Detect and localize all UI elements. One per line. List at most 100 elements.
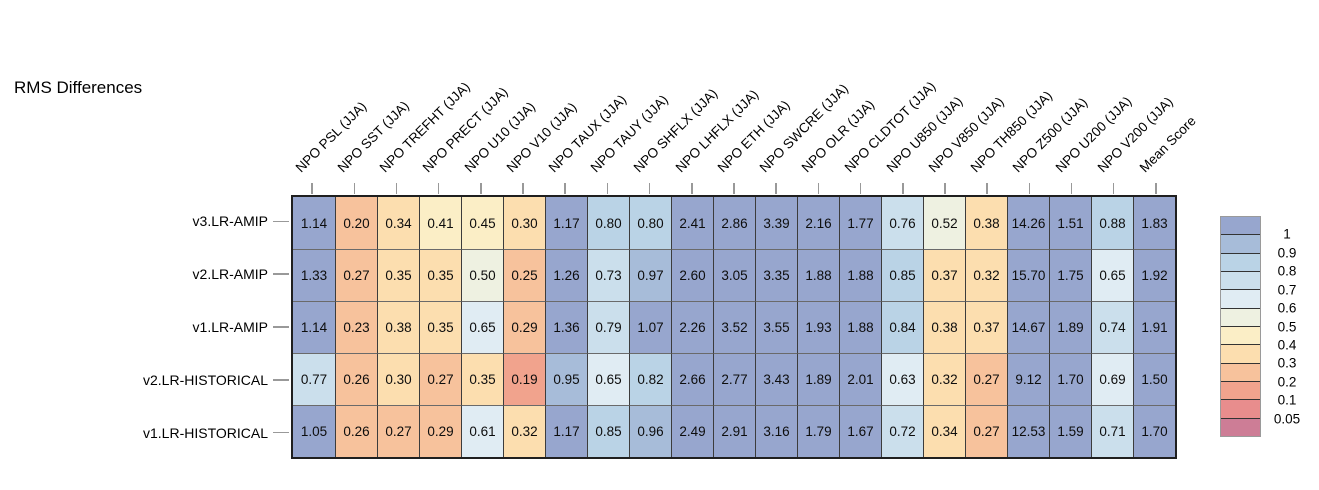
legend-label: 0.05	[1273, 411, 1301, 427]
legend-label: 0.1	[1277, 392, 1297, 408]
heatmap-cell: 1.88	[797, 249, 839, 301]
heatmap-cell: 0.77	[293, 353, 335, 405]
column-tick	[353, 183, 356, 194]
column-tick	[944, 183, 946, 194]
row-tick	[273, 379, 289, 381]
heatmap-cell: 1.59	[1049, 405, 1091, 457]
heatmap-cell: 1.05	[293, 405, 335, 457]
legend-segment	[1221, 344, 1260, 363]
heatmap-cell: 0.29	[503, 301, 545, 353]
heatmap-cell: 0.29	[419, 405, 461, 457]
heatmap-cell: 0.65	[461, 301, 503, 353]
heatmap-cell: 0.37	[965, 301, 1007, 353]
legend-label: 0.2	[1277, 374, 1297, 390]
legend-segment	[1221, 325, 1260, 345]
heatmap-cell: 3.35	[755, 249, 797, 301]
heatmap-cell: 0.27	[965, 353, 1007, 405]
row-tick	[273, 273, 289, 275]
heatmap-cell: 0.32	[965, 249, 1007, 301]
heatmap-cell: 2.26	[671, 301, 713, 353]
heatmap-cell: 1.88	[839, 249, 881, 301]
column-label: NPO Z500 (JJA)	[1010, 94, 1091, 176]
heatmap-cell: 1.14	[293, 197, 335, 249]
legend-segment	[1221, 362, 1260, 381]
heatmap-cell: 0.88	[1091, 197, 1133, 249]
heatmap-cell: 1.14	[293, 301, 335, 353]
heatmap-cell: 0.71	[1091, 405, 1133, 457]
heatmap-cell: 0.72	[881, 405, 923, 457]
heatmap-cell: 0.26	[335, 353, 377, 405]
heatmap-cell: 1.79	[797, 405, 839, 457]
heatmap-cell: 0.45	[461, 197, 503, 249]
column-tick	[902, 183, 904, 194]
row-label: v2.LR-HISTORICAL	[143, 371, 268, 388]
legend-colorbar	[1220, 216, 1261, 437]
column-tick	[480, 183, 482, 194]
heatmap-cell: 1.75	[1049, 249, 1091, 301]
heatmap-cell: 0.80	[629, 197, 671, 249]
legend-segment	[1221, 270, 1260, 290]
heatmap-cell: 14.26	[1007, 197, 1049, 249]
row-label: v1.LR-AMIP	[192, 319, 268, 335]
heatmap-cell: 0.95	[545, 353, 587, 405]
heatmap-cell: 0.38	[923, 301, 965, 353]
legend-segment	[1221, 289, 1260, 308]
row-label: v1.LR-HISTORICAL	[143, 424, 268, 441]
column-tick	[606, 183, 609, 194]
heatmap-cell: 3.05	[713, 249, 755, 301]
heatmap-cell: 0.85	[881, 249, 923, 301]
heatmap-cell: 1.70	[1133, 405, 1175, 457]
heatmap-cell: 1.77	[839, 197, 881, 249]
heatmap-cell: 1.36	[545, 301, 587, 353]
legend-label: 0.8	[1277, 263, 1297, 279]
column-tick	[395, 183, 398, 194]
heatmap-cell: 1.33	[293, 249, 335, 301]
column-tick	[1155, 183, 1157, 194]
heatmap-cell: 0.85	[587, 405, 629, 457]
column-tick	[311, 183, 313, 194]
heatmap-cell: 0.32	[503, 405, 545, 457]
column-tick	[986, 183, 988, 194]
heatmap-cell: 0.34	[923, 405, 965, 457]
heatmap-cell: 0.34	[377, 197, 419, 249]
column-label: NPO U200 (JJA)	[1052, 93, 1134, 176]
column-tick	[648, 183, 651, 194]
heatmap-cell: 12.53	[1007, 405, 1049, 457]
heatmap-cell: 1.67	[839, 405, 881, 457]
heatmap-cell: 14.67	[1007, 301, 1049, 353]
heatmap-cell: 15.70	[1007, 249, 1049, 301]
heatmap-cell: 0.84	[881, 301, 923, 353]
heatmap-cell: 3.39	[755, 197, 797, 249]
heatmap-cell: 2.41	[671, 197, 713, 249]
column-tick	[564, 183, 566, 194]
heatmap-cell: 1.89	[797, 353, 839, 405]
heatmap-cell: 1.51	[1049, 197, 1091, 249]
heatmap-cell: 1.93	[797, 301, 839, 353]
column-tick	[859, 183, 862, 194]
chart-title: RMS Differences	[14, 78, 143, 97]
column-tick	[1070, 183, 1073, 194]
heatmap-cell: 2.60	[671, 249, 713, 301]
heatmap-cell: 2.01	[839, 353, 881, 405]
heatmap-cell: 0.69	[1091, 353, 1133, 405]
heatmap-cell: 2.91	[713, 405, 755, 457]
heatmap-cell: 1.17	[545, 197, 587, 249]
column-tick	[437, 183, 440, 194]
heatmap-cell: 2.77	[713, 353, 755, 405]
heatmap-cell: 0.50	[461, 249, 503, 301]
heatmap-cell: 0.52	[923, 197, 965, 249]
column-tick	[817, 183, 820, 194]
legend-segment	[1221, 217, 1260, 235]
heatmap-cell: 0.97	[629, 249, 671, 301]
heatmap-cell: 3.16	[755, 405, 797, 457]
heatmap-cell: 0.35	[461, 353, 503, 405]
legend-segment	[1221, 417, 1260, 436]
legend-segment	[1221, 252, 1260, 271]
column-label: NPO PSL (JJA)	[292, 98, 370, 176]
heatmap-grid: 1.14 0.20 0.34 0.41 0.45 0.30 1.17 0.80 0.80 2.41…	[291, 195, 1177, 459]
legend-segment	[1221, 380, 1260, 400]
heatmap-cell: 0.35	[377, 249, 419, 301]
legend-segment	[1221, 307, 1260, 326]
heatmap-cell: 0.23	[335, 301, 377, 353]
